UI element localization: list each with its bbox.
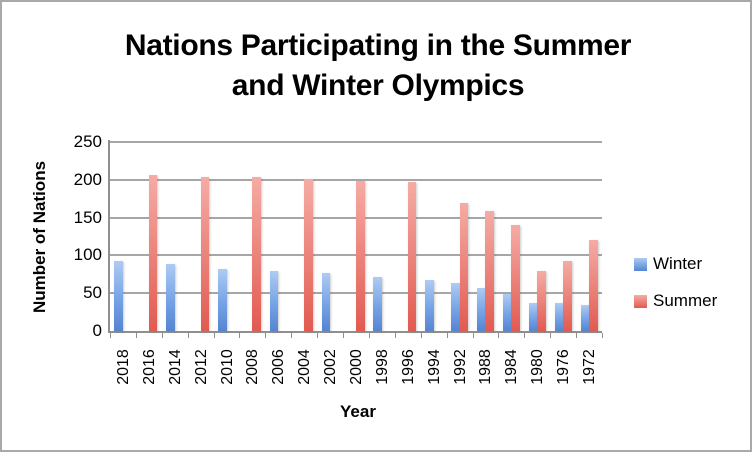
bar-summer-1984	[511, 225, 520, 331]
x-tick-mark	[317, 333, 319, 338]
x-tick-label: 1996	[399, 349, 417, 385]
x-tick-label: 1976	[555, 349, 573, 385]
x-tick-label: 2000	[348, 349, 365, 385]
chart-title-line-2: and Winter Olympics	[231, 69, 525, 102]
x-tick-label: 2004	[296, 349, 314, 385]
bar-winter-1976	[554, 303, 564, 331]
x-tick-label: 1988	[477, 349, 495, 385]
bar-summer-2004	[304, 179, 313, 331]
x-tick-mark	[110, 333, 111, 338]
bar-winter-2002	[321, 272, 331, 331]
x-axis-title: Year	[340, 402, 376, 421]
bar-winter-1984	[502, 293, 512, 331]
bar-winter-1992	[451, 282, 460, 331]
bar-summer-1992	[459, 203, 469, 331]
bar-winter-2010	[218, 269, 227, 331]
chart-title: Nations Participating in the Summer and …	[2, 26, 750, 106]
y-tick-label: 250	[73, 132, 102, 151]
x-tick-mark	[472, 333, 474, 338]
bar-winter-1994	[425, 280, 434, 331]
x-tick-mark	[135, 333, 137, 338]
y-axis-line	[108, 140, 110, 333]
x-tick-mark	[394, 333, 396, 338]
bar-summer-2012	[200, 176, 210, 331]
legend-swatch-summer	[634, 294, 647, 308]
x-tick-mark	[187, 333, 189, 338]
x-tick-label: 1992	[451, 349, 469, 385]
legend-item-summer: Summer	[634, 291, 717, 311]
x-tick-mark	[524, 333, 526, 338]
x-tick-mark	[576, 333, 578, 338]
bar-winter-2014	[166, 264, 175, 331]
bar-winter-1980	[528, 303, 538, 331]
x-tick-label: 1984	[503, 349, 521, 385]
x-tick-mark	[368, 333, 370, 338]
x-tick-mark	[291, 333, 293, 338]
x-tick-mark	[550, 333, 552, 338]
x-tick-label: 2002	[322, 349, 340, 385]
y-axis-title: Number of Nations	[30, 160, 49, 313]
bar-winter-1998	[373, 276, 382, 331]
legend-label: Summer	[653, 291, 718, 310]
y-tick-label: 0	[92, 321, 102, 340]
bar-summer-1976	[563, 261, 572, 331]
y-tick-label: 200	[73, 169, 102, 189]
bar-summer-1980	[537, 270, 546, 331]
bar-summer-1972	[589, 239, 598, 331]
y-tick-label: 50	[83, 283, 102, 303]
x-tick-label: 1998	[373, 349, 391, 385]
x-tick-mark	[498, 333, 500, 338]
x-tick-mark	[161, 333, 163, 338]
x-tick-label: 2010	[218, 349, 236, 385]
legend-item-winter: Winter	[634, 254, 702, 274]
gridline	[110, 178, 602, 181]
bar-summer-2000	[356, 180, 365, 331]
chart-title-line-1: Nations Participating in the Summer	[124, 29, 632, 62]
y-tick-label: 150	[73, 207, 102, 227]
x-tick-mark	[602, 333, 603, 338]
x-axis-line	[108, 331, 602, 333]
x-tick-label: 2008	[244, 349, 262, 385]
bar-summer-1996	[407, 182, 417, 331]
gridline	[110, 141, 602, 143]
x-tick-label: 1972	[581, 349, 599, 385]
y-tick-label: 100	[73, 245, 102, 265]
bar-winter-2018	[114, 261, 123, 331]
x-tick-mark	[343, 333, 345, 338]
x-tick-label: 2018	[114, 349, 132, 385]
bar-winter-1988	[476, 287, 486, 331]
x-tick-label: 2014	[166, 349, 184, 385]
bar-winter-2006	[269, 270, 279, 331]
x-tick-mark	[420, 333, 422, 338]
bar-summer-1988	[485, 210, 494, 331]
x-tick-label: 2012	[192, 349, 210, 385]
x-tick-mark	[213, 333, 215, 338]
x-tick-mark	[265, 333, 267, 338]
bar-summer-2008	[252, 176, 261, 331]
legend-label: Winter	[653, 254, 703, 273]
x-tick-mark	[446, 333, 448, 338]
bar-summer-2016	[148, 174, 158, 331]
bar-winter-1972	[580, 304, 590, 331]
x-tick-label: 2006	[270, 349, 288, 385]
x-tick-mark	[239, 333, 241, 338]
x-tick-label: 1994	[425, 349, 443, 385]
x-tick-label: 2016	[140, 349, 158, 385]
x-tick-label: 1980	[529, 349, 547, 385]
legend-swatch-winter	[634, 257, 647, 271]
